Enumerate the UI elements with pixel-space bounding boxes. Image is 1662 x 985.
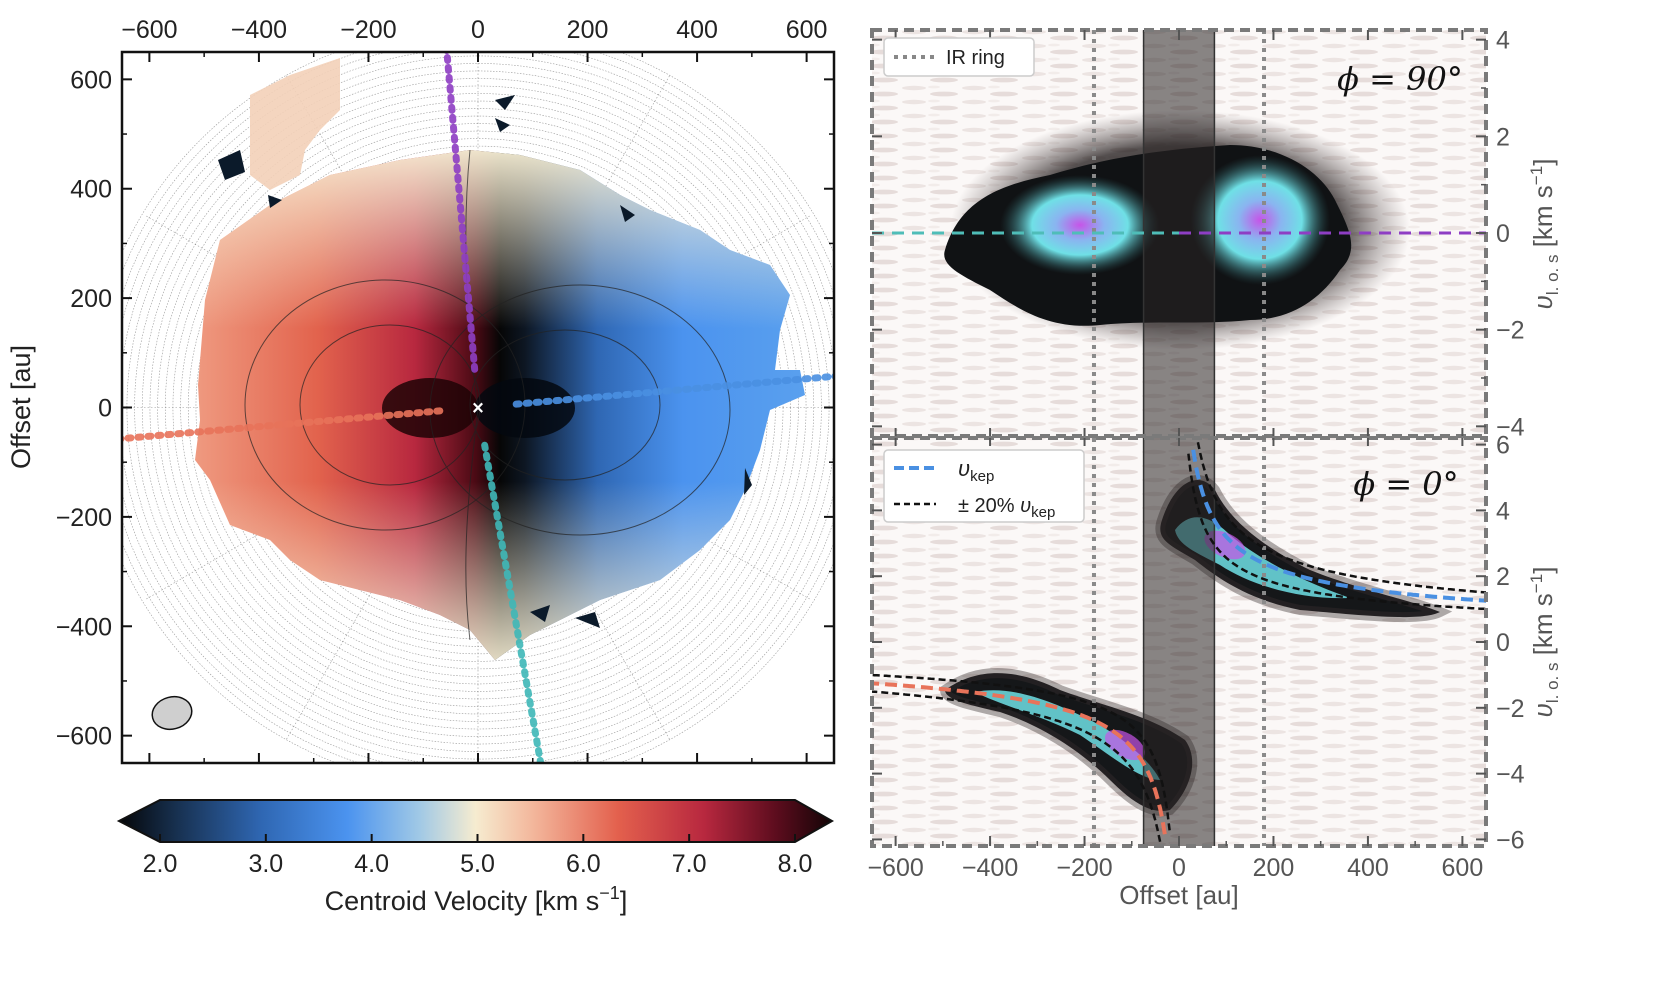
moment-map-axes: −600 −400 −200 0 200 400 600 −600 −400 −200 0 200 40… — [56, 16, 834, 763]
y-tick-label: 0 — [1496, 629, 1510, 657]
moment-map-plot-area: × — [122, 52, 834, 763]
colorbar-tick-label: 5.0 — [460, 850, 495, 878]
pv-phi-0-y-label: υl. o. s [km s−1] — [1527, 567, 1562, 718]
y-tick-label: 4 — [1496, 497, 1510, 525]
y-tick-label: −4 — [1496, 413, 1525, 441]
masked-band-bottom — [1143, 438, 1215, 846]
y-tick-label: −400 — [56, 613, 112, 641]
colorbar-tick-label: 2.0 — [143, 850, 178, 878]
x-tick-label: 0 — [1172, 854, 1186, 882]
grid-ring — [149, 85, 807, 730]
pv-phi-0-axes: −6 −4 −2 0 2 4 6 −600 −400 −200 0 200 400 600 — [867, 432, 1524, 882]
y-tick-label: 2 — [1496, 123, 1510, 151]
x-tick-label: −600 — [121, 16, 177, 44]
legend-ir-ring: IR ring — [946, 47, 1005, 69]
x-tick-label: 200 — [1253, 854, 1295, 882]
y-tick-label: 400 — [70, 176, 112, 204]
y-tick-label: 200 — [70, 285, 112, 313]
pv-x-label: Offset [au] — [1119, 880, 1238, 910]
pv-phi-90-axes: −4 −2 0 2 4 — [872, 27, 1525, 441]
colorbar-ticks: 2.0 3.0 4.0 5.0 6.0 7.0 8.0 — [143, 834, 813, 878]
beam-ellipse — [151, 695, 193, 731]
velocity-field — [195, 58, 805, 660]
y-tick-label: 4 — [1496, 27, 1510, 55]
y-tick-label: 600 — [70, 66, 112, 94]
colorbar-tick-label: 3.0 — [248, 850, 283, 878]
y-tick-label: −6 — [1496, 826, 1525, 854]
y-tick-label: −4 — [1496, 761, 1525, 789]
y-tick-label: 6 — [1496, 432, 1510, 460]
colorbar-label: Centroid Velocity [km s−1] — [325, 883, 628, 916]
pv-phi-90-annotation: ϕ = 90° — [1337, 60, 1463, 98]
legend-vkep-20pct: ± 20% υkep — [958, 495, 1055, 521]
y-tick-label: 0 — [98, 395, 112, 423]
pv-phi-0-annotation: ϕ = 0° — [1353, 465, 1458, 503]
kep-curve-negative — [872, 681, 1167, 835]
y-tick-label: 2 — [1496, 563, 1510, 591]
grid-ring — [141, 78, 815, 737]
x-tick-label: −200 — [1056, 854, 1112, 882]
cut-line — [122, 407, 444, 443]
cut-line — [512, 372, 834, 408]
moment-map-y-label: Offset [au] — [6, 345, 36, 469]
colorbar-bar — [116, 799, 835, 843]
keplerian-curves — [872, 441, 1486, 843]
colorbar-tick-label: 8.0 — [778, 850, 813, 878]
y-tick-label: −2 — [1496, 695, 1525, 723]
y-tick-label: 0 — [1496, 220, 1510, 248]
x-tick-label: 0 — [471, 16, 485, 44]
x-tick-label: 600 — [786, 16, 828, 44]
pv-phi-0-legend: υkep ± 20% υkep — [883, 449, 1085, 523]
pv-phi-0-panel: −6 −4 −2 0 2 4 6 −600 −400 −200 0 200 400 600 υkep ± … — [867, 432, 1562, 910]
colorbar: 2.0 3.0 4.0 5.0 6.0 7.0 8.0 Centroid Velocity … — [116, 799, 835, 916]
y-tick-label: −200 — [56, 504, 112, 532]
kep-curve-positive — [1191, 449, 1486, 603]
y-tick-label: −2 — [1496, 317, 1525, 345]
legend-vkep: υkep — [958, 456, 994, 485]
cut-line — [443, 52, 479, 373]
x-tick-label: 400 — [1347, 854, 1389, 882]
center-marker: × — [472, 398, 484, 420]
cut-lines — [122, 52, 834, 763]
kep-bound-positive — [1196, 441, 1486, 594]
y-tick-label: −600 — [56, 723, 112, 751]
x-tick-label: −600 — [867, 854, 923, 882]
colorbar-tick-label: 7.0 — [672, 850, 707, 878]
x-tick-label: 400 — [676, 16, 718, 44]
x-tick-label: −400 — [962, 854, 1018, 882]
pv-phi-90-panel: −4 −2 0 2 4 IR ring ϕ = 90° υl. o. s [km s−1… — [870, 27, 1562, 441]
colorbar-tick-label: 6.0 — [566, 850, 601, 878]
pv-phi-90-y-label: υl. o. s [km s−1] — [1527, 159, 1562, 310]
colorbar-tick-label: 4.0 — [354, 850, 389, 878]
pv-phi-90-legend: IR ring — [883, 37, 1035, 77]
x-tick-label: −200 — [340, 16, 396, 44]
x-tick-label: 200 — [567, 16, 609, 44]
kep-bound-negative — [872, 690, 1162, 843]
kep-bound-positive — [1187, 453, 1486, 611]
cut-line — [481, 441, 545, 763]
x-tick-label: −400 — [231, 16, 287, 44]
kep-bound-negative — [872, 673, 1171, 831]
grid-ring — [157, 93, 799, 722]
x-tick-label: 600 — [1442, 854, 1484, 882]
moment-map-panel: × −600 −400 −200 0 200 400 600 −600 −400 −200 0 200… — [6, 16, 836, 765]
